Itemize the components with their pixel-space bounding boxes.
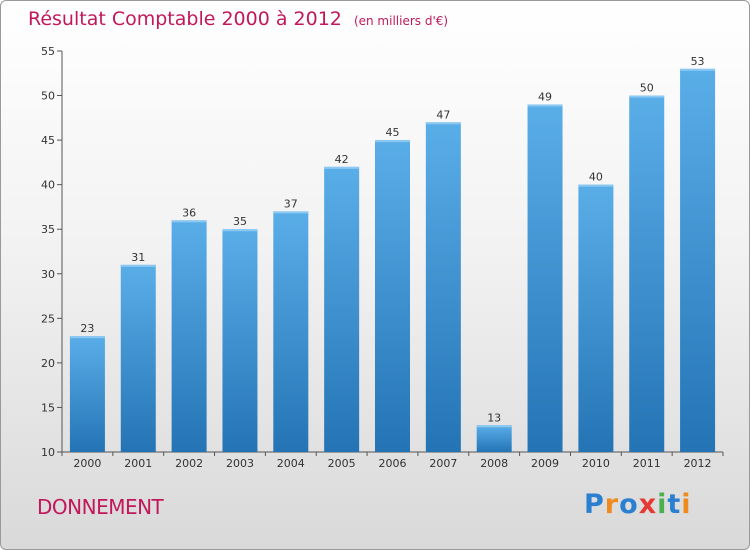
x-tick-label: 2005 [328,457,356,470]
bar-top-highlight [324,166,360,169]
logo-letter: i [681,489,692,520]
bar-value-label: 35 [233,215,247,228]
bar-2004 [273,211,309,452]
y-tick-label: 10 [41,446,55,459]
bar-top-highlight [476,425,512,428]
chart-subtitle: (en milliers d'€) [353,14,449,28]
logo-letter: i [657,489,668,520]
bar-top-highlight [120,264,156,267]
logo-letter: t [667,489,682,520]
x-tick-label: 2010 [582,457,610,470]
bar-top-highlight [375,140,410,143]
logo-letter: r [604,489,620,520]
x-tick-label: 2008 [480,457,508,470]
bar-value-label: 40 [589,171,603,184]
y-tick-label: 25 [41,312,55,325]
bar-value-label: 49 [538,90,552,103]
logo-letter: x [638,489,658,520]
y-tick-label: 20 [41,357,55,370]
bar-2011 [629,95,665,453]
bar-value-label: 13 [487,411,501,424]
bar-top-highlight [222,229,258,232]
x-tick-label: 2011 [633,457,661,470]
logo-letter: o [619,489,639,520]
x-tick-label: 2003 [226,457,254,470]
y-tick-label: 15 [41,401,55,414]
proxiti-logo: Proxiti [584,489,692,520]
chart-title: Résultat Comptable 2000 à 2012 (en milli… [28,8,448,30]
x-tick-label: 2001 [124,457,152,470]
bar-value-label: 31 [131,251,145,264]
bar-value-label: 23 [80,322,94,335]
bar-2012 [680,68,716,453]
bar-top-highlight [629,95,665,98]
bar-top-highlight [273,211,309,214]
bar-2000 [69,336,105,452]
bar-2006 [375,140,410,452]
x-tick-label: 2012 [684,457,712,470]
bar-2002 [171,220,207,452]
x-tick-label: 2009 [531,457,559,470]
bar-2007 [425,122,461,453]
bar-top-highlight [171,220,207,223]
bar-value-label: 53 [691,55,705,68]
bar-value-label: 42 [335,153,349,166]
bar-top-highlight [680,68,716,71]
y-tick-label: 30 [41,268,55,281]
bar-top-highlight [527,104,563,107]
x-tick-label: 2000 [73,457,101,470]
bar-value-label: 37 [284,197,298,210]
x-tick-label: 2004 [277,457,305,470]
logo-letter: P [584,489,605,520]
bar-top-highlight [425,122,461,125]
y-tick-label: 40 [41,179,55,192]
bar-2005 [324,166,360,452]
bar-value-label: 36 [182,206,196,219]
x-tick-label: 2002 [175,457,203,470]
bar-2003 [222,229,258,452]
bar-top-highlight [578,184,614,187]
chart-title-text: Résultat Comptable 2000 à 2012 [28,8,342,30]
bar-2010 [578,184,614,452]
bar-value-label: 50 [640,82,654,95]
x-tick-label: 2006 [379,457,407,470]
bar-2008 [476,425,512,452]
x-tick-label: 2007 [429,457,457,470]
bar-2009 [527,104,563,452]
y-tick-label: 50 [41,90,55,103]
bar-2001 [120,264,156,452]
bar-value-label: 47 [436,108,450,121]
commune-name: DONNEMENT [37,495,164,519]
y-tick-label: 45 [41,134,55,147]
y-tick-label: 55 [41,45,55,58]
bar-top-highlight [69,336,105,339]
y-tick-label: 35 [41,223,55,236]
bar-value-label: 45 [386,126,400,139]
